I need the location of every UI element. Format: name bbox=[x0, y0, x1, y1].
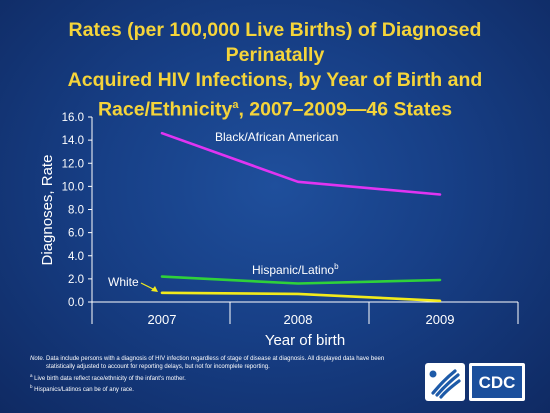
title-line-3: Race/Ethnicity bbox=[97, 98, 233, 121]
footnotes: Note. Data include persons with a diagno… bbox=[30, 355, 430, 395]
y-tick-label: 12.0 bbox=[62, 158, 84, 170]
footnote-b-text: Hispanics/Latinos can be of any race. bbox=[32, 387, 134, 394]
y-tick-label: 0.0 bbox=[68, 297, 84, 309]
series-line-hispanic-latino bbox=[160, 275, 442, 285]
y-tick-label: 8.0 bbox=[68, 205, 84, 217]
footnote-a: a Live birth data reflect race/ethnicity… bbox=[30, 372, 430, 383]
title-line-2: Acquired HIV Infections, by Year of Birt… bbox=[67, 69, 483, 91]
x-tick-label: 2007 bbox=[148, 312, 177, 327]
note-label: Note. bbox=[30, 356, 45, 362]
cdc-logo-text: CDC bbox=[479, 373, 516, 392]
y-tick-label: 6.0 bbox=[68, 228, 84, 240]
series-line-black-african-american bbox=[160, 131, 442, 196]
cdc-logo-background bbox=[472, 366, 522, 398]
white-label-pointer bbox=[140, 282, 156, 291]
y-tick-label: 16.0 bbox=[62, 112, 84, 124]
y-tick-label: 14.0 bbox=[62, 135, 84, 147]
y-axis-label: Diagnoses, Rate bbox=[39, 155, 56, 266]
y-tick-label: 2.0 bbox=[68, 274, 84, 286]
footnote-a-text: Live birth data reflect race/ethnicity o… bbox=[32, 375, 186, 382]
footnote-b-marker: b bbox=[30, 384, 33, 390]
x-tick-label: 2009 bbox=[426, 312, 455, 327]
y-tick-label: 10.0 bbox=[62, 181, 84, 193]
series-label-hispanic-latino-sup: b bbox=[334, 262, 339, 271]
footnote-b: b Hispanics/Latinos can be of any race. bbox=[30, 383, 430, 394]
series-label-hispanic-latino: Hispanic/Latinob bbox=[252, 262, 339, 277]
title-footnote-marker: a bbox=[232, 99, 239, 111]
note-text: Data include persons with a diagnosis of… bbox=[44, 356, 385, 362]
x-axis-label: Year of birth bbox=[265, 332, 345, 349]
series-label-hispanic-latino-text: Hispanic/Latino bbox=[252, 263, 334, 277]
series-label-white: White bbox=[108, 275, 139, 289]
note-footnote-continued: statistically adjusted to account for re… bbox=[46, 364, 270, 371]
x-tick-label: 2008 bbox=[284, 312, 313, 327]
title-line-1: Rates (per 100,000 Live Births) of Diagn… bbox=[68, 19, 482, 66]
title-line-3-rest: , 2007–2009—46 States bbox=[238, 98, 453, 121]
hhs-eagle-head bbox=[429, 370, 437, 378]
footnote-a-marker: a bbox=[30, 372, 33, 378]
series-label-black-african-american: Black/African American bbox=[215, 130, 338, 144]
chart-title: Rates (per 100,000 Live Births) of Diagn… bbox=[20, 18, 530, 123]
note-footnote: Note. Data include persons with a diagno… bbox=[30, 355, 430, 363]
hhs-eagle-icon bbox=[431, 369, 461, 399]
y-tick-label: 4.0 bbox=[68, 251, 84, 263]
hhs-cdc-logo: CDC bbox=[425, 363, 525, 401]
white-label-pointer-arrowhead bbox=[151, 286, 158, 292]
series-line-white bbox=[160, 291, 442, 303]
